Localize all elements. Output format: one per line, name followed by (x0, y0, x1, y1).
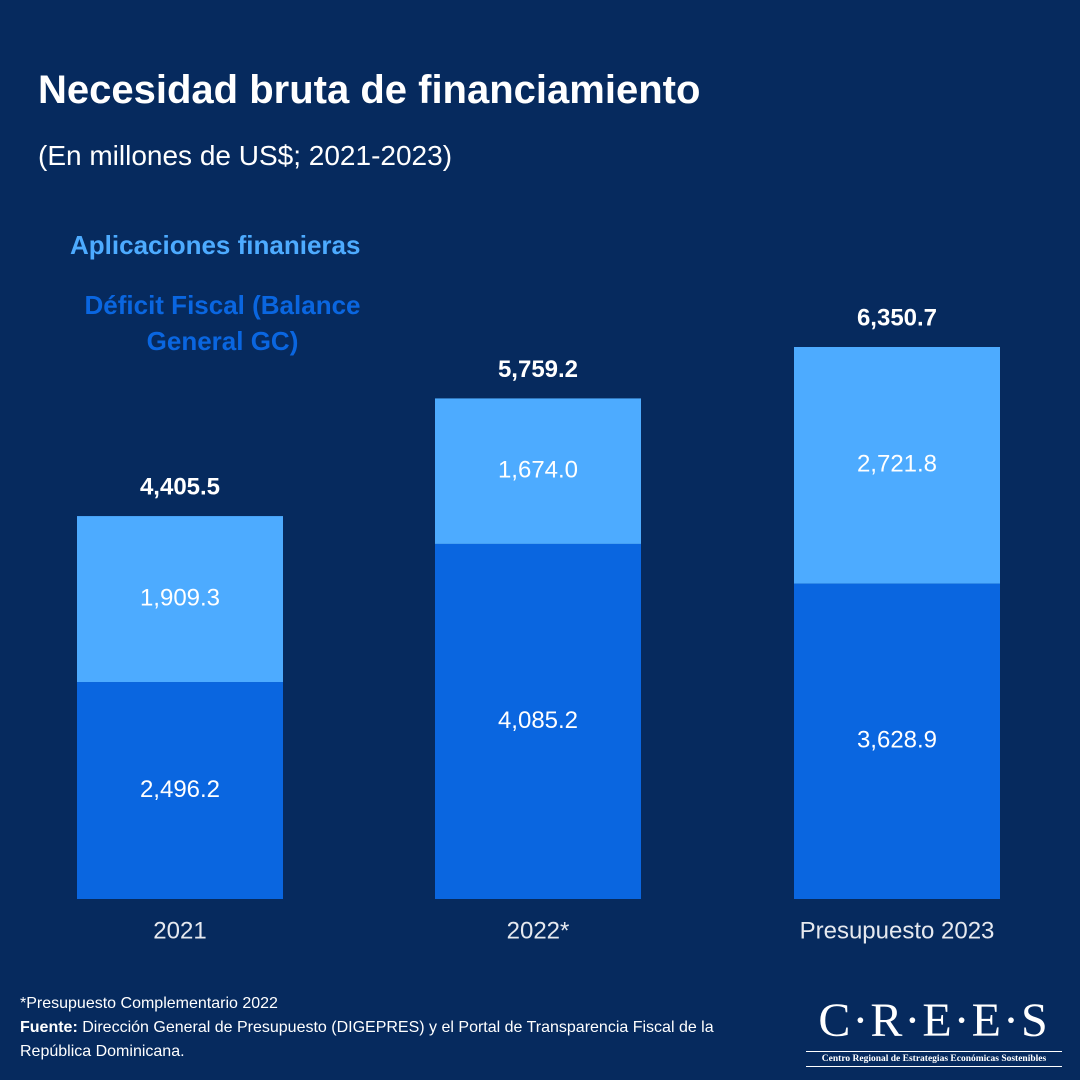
value-label: 1,674.0 (498, 457, 578, 484)
logo-name: C·R·E·E·S (818, 994, 1050, 1047)
total-label: 6,350.7 (857, 304, 937, 331)
note: *Presupuesto Complementario 2022 (20, 995, 278, 1012)
legend-entry: Déficit Fiscal (Balance General GC) (84, 290, 361, 356)
x-tick-label: Presupuesto 2023 (800, 917, 995, 944)
source-text: Dirección General de Presupuesto (DIGEPR… (20, 1019, 714, 1060)
value-label: 4,085.2 (498, 707, 578, 734)
x-tick-label: 2022* (507, 917, 570, 944)
bar-segment (435, 398, 641, 544)
source-label: Fuente: (20, 1019, 78, 1036)
value-label: 2,496.2 (140, 776, 220, 803)
logo: C·R·E·E·S Centro Regional de Estrategias… (806, 995, 1062, 1067)
legend-entry: Aplicaciones finanieras (70, 230, 361, 260)
value-label: 1,909.3 (140, 584, 220, 611)
bar-segment (435, 543, 641, 899)
source: Fuente: Dirección General de Presupuesto… (20, 1016, 780, 1064)
footnote: *Presupuesto Complementario 2022 Fuente:… (20, 992, 780, 1064)
value-label: 2,721.8 (857, 451, 937, 478)
bar-segment (794, 347, 1000, 584)
value-label: 3,628.9 (857, 727, 937, 754)
total-label: 5,759.2 (498, 356, 578, 383)
bar-segment (77, 682, 283, 899)
chart-title: Necesidad bruta de financiamiento (38, 68, 701, 112)
chart-subtitle: (En millones de US$; 2021-2023) (38, 140, 453, 171)
total-label: 4,405.5 (140, 473, 220, 500)
logo-subtitle: Centro Regional de Estrategias Económica… (806, 1051, 1062, 1067)
bar-segment (794, 583, 1000, 899)
x-tick-label: 2021 (153, 917, 206, 944)
bar-segment (77, 516, 283, 683)
